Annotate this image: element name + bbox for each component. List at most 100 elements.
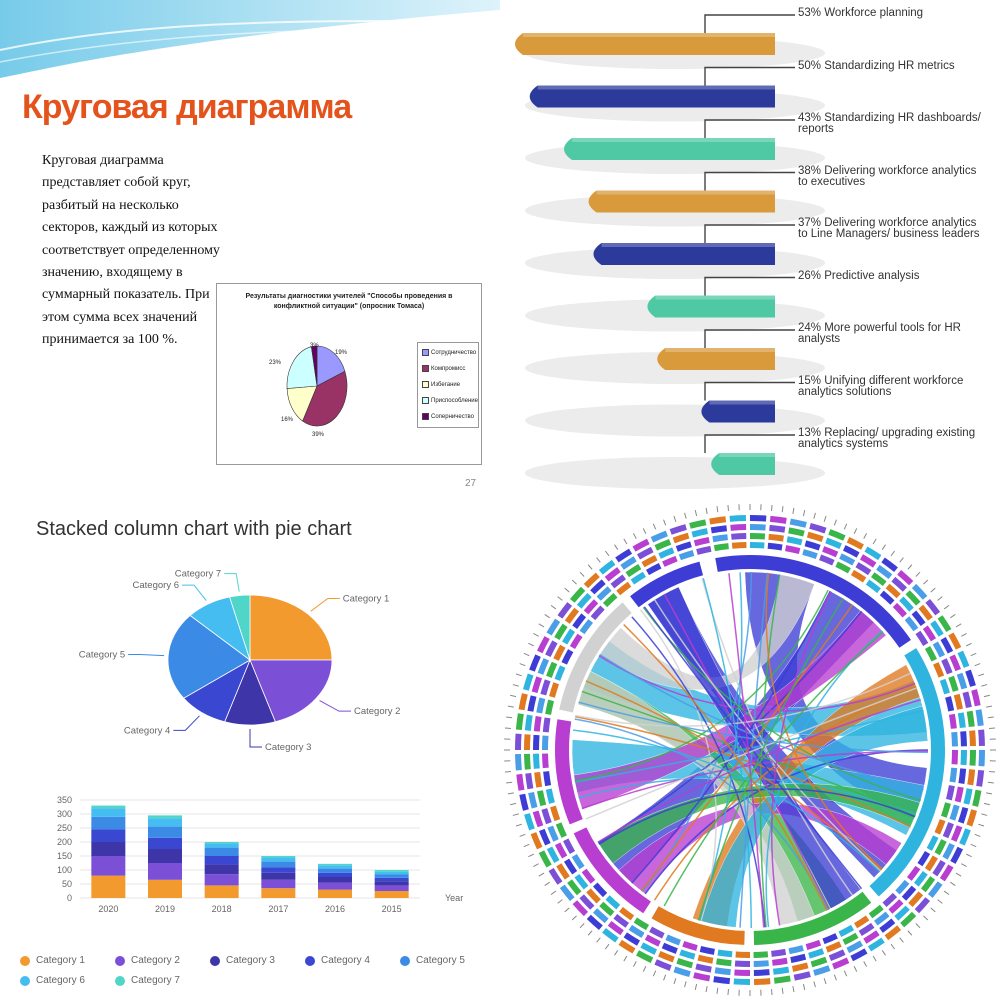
chord-ring-block — [553, 644, 566, 661]
chord-tick — [792, 507, 795, 514]
chord-tick — [937, 899, 943, 904]
chord-link — [702, 578, 753, 929]
chord-ribbon — [700, 705, 929, 928]
chord-link — [597, 699, 921, 843]
chord-tick — [512, 684, 519, 687]
chord-ring-block — [662, 555, 678, 567]
funnel-label: 15% Unifying different workforce analyti… — [798, 374, 964, 398]
chord-tick — [519, 663, 526, 667]
category-pie-chart: Category 1 Category 2 Category 3 Category 4… — [79, 569, 401, 753]
chord-ring-block — [561, 649, 574, 665]
chord-ring-block — [850, 569, 867, 583]
chord-ring-block — [543, 771, 552, 787]
chord-ring-block — [616, 581, 632, 596]
chord-ring-block — [537, 658, 550, 675]
chord-ring-block — [768, 533, 784, 542]
funnel-bar — [515, 33, 775, 55]
chord-tick — [519, 833, 526, 837]
chord-ring-block — [941, 658, 953, 675]
chord-ring-block — [773, 975, 791, 984]
legend-item: Сотрудничество — [422, 349, 476, 356]
bar-segment — [148, 837, 182, 849]
chord-tick — [579, 571, 585, 577]
funnel-bar-highlight — [572, 138, 775, 142]
chord-ring-block — [876, 564, 893, 580]
chord-ring-block — [940, 802, 951, 818]
pie-category-label: Category 6 — [133, 580, 179, 591]
chord-ring-block — [917, 850, 931, 867]
chord-ring-block — [598, 559, 616, 575]
chord-tick — [533, 863, 539, 868]
chord-tick — [986, 792, 993, 795]
chord-tick — [890, 550, 895, 557]
x-tick-label: 2020 — [98, 904, 118, 914]
chord-ring-block — [713, 976, 731, 985]
chord-ring-block — [607, 920, 624, 936]
funnel-label: 43% Standardizing HR dashboards/ reports — [798, 112, 981, 135]
chord-tick — [557, 899, 563, 904]
chord-ring-block — [966, 710, 975, 728]
legend-label: Category 4 — [321, 955, 370, 966]
chord-ring-block — [949, 804, 960, 821]
chord-ring-block — [731, 533, 747, 540]
bar-segment — [148, 849, 182, 863]
chord-tick — [881, 950, 886, 956]
chord-ring-block — [545, 788, 555, 804]
pie-chart-plot: 19% 39% 16% 23% 3% — [269, 343, 348, 438]
chord-ring-block — [593, 908, 609, 924]
chord-ring-block — [547, 825, 559, 842]
chord-tick — [943, 605, 950, 610]
funnel-bar-highlight — [523, 33, 775, 37]
chord-ring-block — [548, 867, 563, 885]
chord-ring-block — [524, 753, 531, 770]
bar-segment — [318, 872, 352, 877]
chord-tick — [673, 515, 677, 522]
chord-ring-block — [908, 891, 924, 907]
pie-leader-line — [224, 573, 240, 592]
chord-ring-block — [533, 734, 540, 751]
chord-ring-block — [963, 788, 973, 805]
chord-tick — [510, 802, 517, 806]
chord-diagram — [504, 504, 996, 996]
chord-ring-block — [695, 963, 712, 973]
chord-ring-block — [546, 661, 558, 678]
funnel-panel: 53% Workforce planning 50% Standardizing … — [500, 0, 1000, 500]
chord-ring-block — [854, 915, 870, 929]
chord-ring-block — [940, 637, 954, 654]
chord-tick — [771, 988, 773, 996]
chord-tick — [833, 974, 837, 981]
chord-tick — [652, 970, 657, 977]
chord-ring-block — [658, 547, 675, 559]
legend-swatch — [20, 975, 30, 986]
x-tick-label: 2019 — [155, 904, 175, 914]
chord-ring-block — [516, 773, 525, 791]
y-tick-label: 300 — [57, 809, 72, 819]
chord-ring-block — [863, 930, 880, 944]
chord-link — [585, 687, 918, 820]
chord-ring-block — [554, 665, 566, 681]
chord-ring-block — [583, 572, 600, 589]
chord-ring-block — [749, 515, 767, 522]
chord-ring-block — [932, 641, 946, 658]
chord-ring-block — [586, 914, 603, 931]
chord-link — [697, 597, 844, 921]
funnel-label: 50% Standardizing HR metrics — [798, 59, 955, 72]
chord-ring-block — [567, 879, 582, 896]
chord-ring-block — [523, 673, 534, 691]
chord-ring-block — [888, 899, 904, 914]
chord-tick — [523, 652, 530, 657]
y-tick-label: 100 — [57, 865, 72, 875]
chord-ring-block — [528, 791, 538, 809]
chord-tick — [538, 872, 545, 877]
chord-ring-block — [978, 749, 985, 767]
chord-ring-block — [810, 956, 828, 968]
chord-ring-block — [579, 894, 595, 910]
funnel-chart — [515, 14, 825, 489]
bar-segment — [91, 816, 126, 830]
chord-ring-block — [697, 954, 714, 964]
chord-ring-block — [884, 925, 902, 941]
bar-segment — [374, 891, 409, 898]
chord-ring-block — [819, 554, 835, 566]
chord-tick — [961, 632, 967, 637]
pie-category-label: Category 1 — [343, 593, 389, 604]
